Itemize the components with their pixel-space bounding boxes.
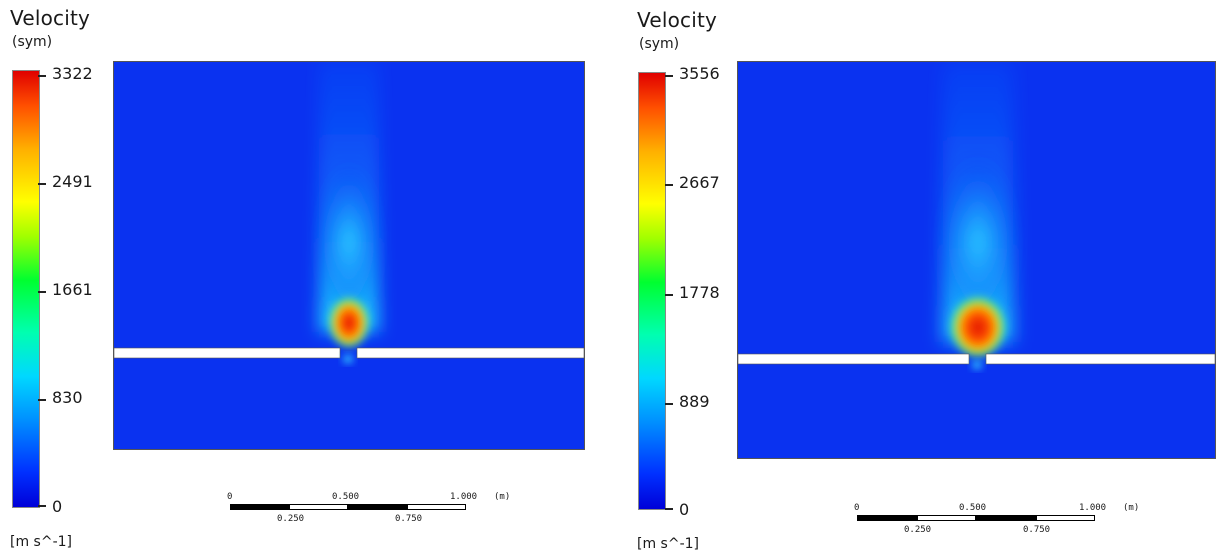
- scale-segment: [230, 504, 289, 510]
- scale-segment: [917, 515, 976, 521]
- scale-label: 0.750: [1023, 525, 1051, 535]
- scale-label: 0.500: [959, 503, 987, 513]
- scale-unit: (m): [494, 492, 511, 502]
- contour-panel-left: Velocity (sym) 3322 2491 1661 830 0 [m s…: [0, 0, 600, 559]
- legend-tick: [665, 508, 673, 510]
- legend-units: [m s^-1]: [10, 534, 72, 550]
- legend-title: Velocity: [10, 6, 91, 30]
- scale-segment: [857, 515, 917, 521]
- scale-unit: (m): [1123, 503, 1140, 513]
- scale-segment: [1036, 515, 1095, 521]
- legend-tick-label: 2491: [52, 172, 93, 191]
- velocity-contour-plot: [737, 61, 1216, 459]
- legend-tick: [38, 399, 46, 401]
- velocity-contour-plot: [113, 61, 585, 450]
- contour-panel-right: Velocity (sym) 3556 2667 1778 889 0 [m s…: [625, 0, 1216, 559]
- scale-bar: 0 0.500 1.000 (m) 0.250 0.750: [227, 492, 511, 532]
- legend-tick: [665, 294, 673, 296]
- scale-label: 0.250: [904, 525, 932, 535]
- legend-units: [m s^-1]: [637, 536, 699, 552]
- scale-label: 0.750: [395, 514, 423, 524]
- scale-segment: [976, 515, 1036, 521]
- scale-segment: [289, 504, 348, 510]
- legend-tick-label: 830: [52, 388, 83, 407]
- legend-tick-label: 889: [679, 392, 710, 411]
- scale-segment: [407, 504, 466, 510]
- scale-label: 0.500: [332, 492, 360, 502]
- scale-label: 0: [854, 503, 860, 513]
- scale-bar: 0 0.500 1.000 (m) 0.250 0.750: [854, 503, 1140, 543]
- legend-tick: [38, 75, 46, 77]
- legend-tick-label: 3322: [52, 64, 93, 83]
- scale-segment: [348, 504, 407, 510]
- scale-label: 1.000: [450, 492, 478, 502]
- legend-tick: [665, 403, 673, 405]
- legend-tick-label: 0: [52, 497, 63, 516]
- legend-title: Velocity: [637, 8, 718, 32]
- legend-tick: [38, 291, 46, 293]
- color-legend-bar: [638, 72, 666, 510]
- legend-tick-label: 2667: [679, 173, 720, 192]
- legend-subtitle: (sym): [12, 34, 53, 50]
- scale-label: 1.000: [1079, 503, 1107, 513]
- legend-tick-label: 0: [679, 500, 690, 519]
- legend-tick: [665, 184, 673, 186]
- legend-tick-label: 1661: [52, 280, 93, 299]
- legend-tick: [38, 505, 46, 507]
- scale-label: 0.250: [277, 514, 305, 524]
- legend-tick: [38, 183, 46, 185]
- scale-label: 0: [227, 492, 233, 502]
- legend-tick: [665, 75, 673, 77]
- legend-tick-label: 1778: [679, 283, 720, 302]
- legend-subtitle: (sym): [639, 36, 680, 52]
- legend-tick-label: 3556: [679, 64, 720, 83]
- color-legend-bar: [12, 70, 40, 508]
